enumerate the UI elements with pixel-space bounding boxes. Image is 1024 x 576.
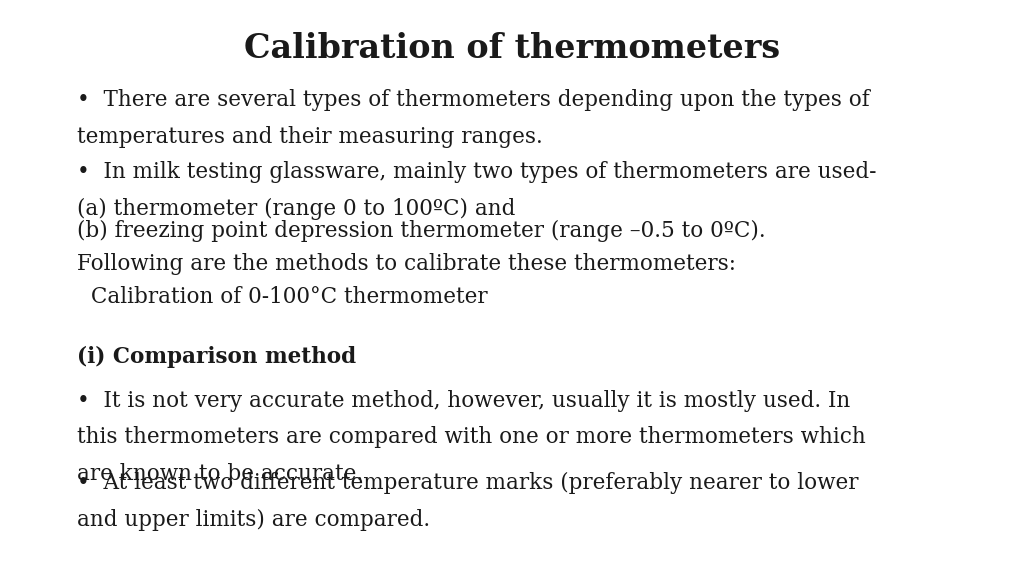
Text: Calibration of thermometers: Calibration of thermometers (244, 32, 780, 65)
Text: (a) thermometer (range 0 to 100ºC) and: (a) thermometer (range 0 to 100ºC) and (77, 198, 515, 219)
Text: •  There are several types of thermometers depending upon the types of: • There are several types of thermometer… (77, 89, 869, 111)
Text: •  It is not very accurate method, however, usually it is mostly used. In: • It is not very accurate method, howeve… (77, 390, 850, 412)
Text: and upper limits) are compared.: and upper limits) are compared. (77, 509, 430, 530)
Text: temperatures and their measuring ranges.: temperatures and their measuring ranges. (77, 126, 543, 147)
Text: are known to be accurate.: are known to be accurate. (77, 463, 362, 484)
Text: •  In milk testing glassware, mainly two types of thermometers are used-: • In milk testing glassware, mainly two … (77, 161, 877, 183)
Text: this thermometers are compared with one or more thermometers which: this thermometers are compared with one … (77, 426, 865, 448)
Text: (b) freezing point depression thermometer (range –0.5 to 0ºC).: (b) freezing point depression thermomete… (77, 220, 765, 242)
Text: Following are the methods to calibrate these thermometers:: Following are the methods to calibrate t… (77, 253, 736, 275)
Text: Calibration of 0-100°C thermometer: Calibration of 0-100°C thermometer (84, 286, 487, 308)
Text: •  At least two different temperature marks (preferably nearer to lower: • At least two different temperature mar… (77, 472, 858, 494)
Text: (i) Comparison method: (i) Comparison method (77, 346, 356, 367)
